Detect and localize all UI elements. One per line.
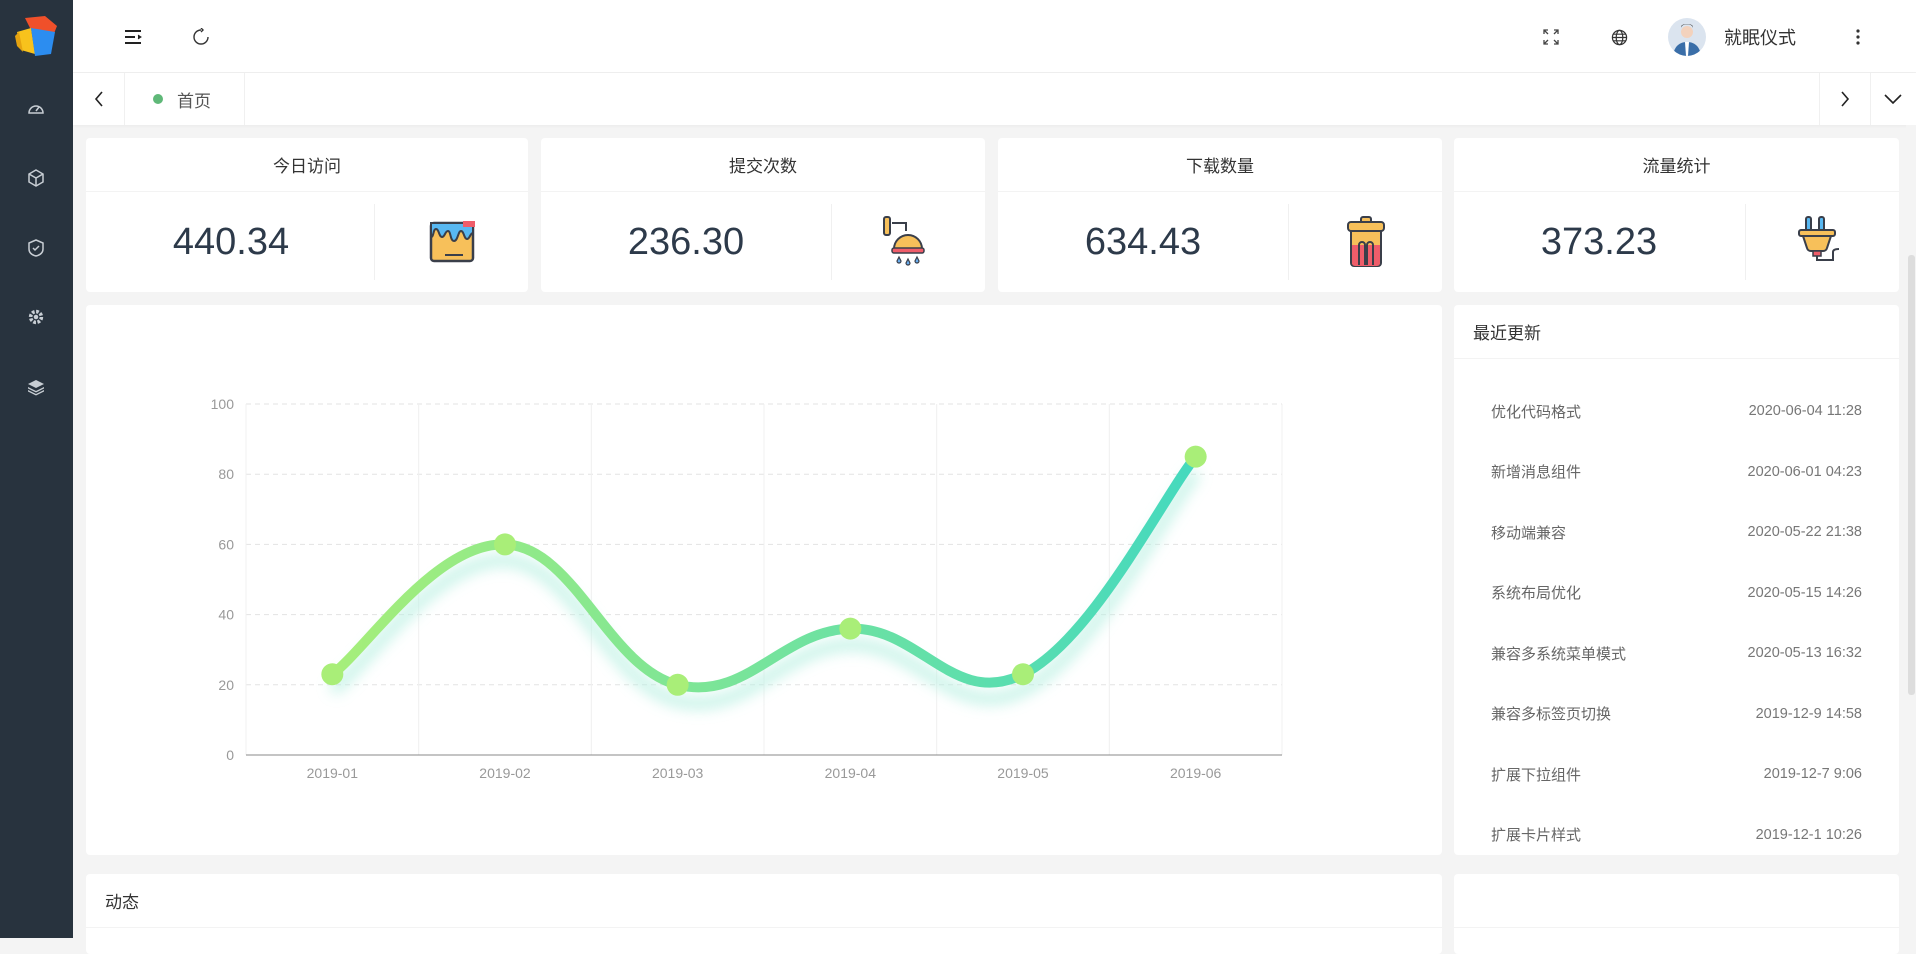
- page-scrollbar[interactable]: [1906, 125, 1916, 938]
- data-point: [321, 663, 344, 686]
- activity-card: 动态: [86, 874, 1442, 954]
- recent-item-time: 2020-05-13 16:32: [1747, 645, 1863, 662]
- series-line: [327, 451, 1201, 693]
- shower-icon: [831, 204, 985, 280]
- recent-list: 优化代码格式 2020-06-04 11:28 新增消息组件 2020-06-01 0…: [1454, 359, 1899, 865]
- tab-scroll-left-button[interactable]: [73, 73, 125, 125]
- username[interactable]: 就眠仪式: [1724, 28, 1796, 48]
- stat-card-downloads: 下载数量 634.43: [998, 138, 1442, 292]
- recent-updates-card: 最近更新 优化代码格式 2020-06-04 11:28 新增消息组件 2020-06…: [1454, 305, 1899, 855]
- tab-bar: 首页: [73, 73, 1916, 125]
- avatar[interactable]: [1668, 18, 1706, 56]
- top-header: 就眠仪式: [73, 0, 1916, 73]
- recent-item-time: 2019-12-7 9:06: [1763, 766, 1862, 783]
- recent-item-text: 扩展卡片样式: [1491, 827, 1582, 845]
- x-tick-label: 2019-05: [997, 765, 1049, 781]
- data-point: [839, 617, 862, 640]
- data-point: [1184, 445, 1207, 468]
- tab-menu-dropdown-button[interactable]: [1867, 73, 1916, 125]
- recent-item-text: 扩展下拉组件: [1491, 766, 1582, 784]
- scrollbar-thumb[interactable]: [1908, 255, 1915, 695]
- plug-icon: [1745, 204, 1899, 280]
- data-point: [666, 673, 689, 696]
- recent-item[interactable]: 系统布局优化 2020-05-15 14:26: [1491, 563, 1862, 624]
- x-tick-label: 2019-04: [825, 765, 877, 781]
- refresh-icon[interactable]: [188, 24, 214, 50]
- tab-label: 首页: [177, 91, 211, 111]
- cube-icon[interactable]: [22, 164, 50, 192]
- gear-icon[interactable]: [22, 303, 50, 331]
- series-line-shadow: [328, 468, 1201, 710]
- stat-value: 440.34: [172, 220, 290, 263]
- recent-item-text: 系统布局优化: [1491, 585, 1582, 603]
- stat-value: 236.30: [627, 220, 745, 263]
- shield-check-icon[interactable]: [22, 234, 50, 262]
- data-point: [494, 533, 516, 556]
- globe-icon[interactable]: [1606, 24, 1632, 50]
- x-tick-label: 2019-06: [1170, 765, 1222, 781]
- recent-item-text: 兼容多标签页切换: [1491, 706, 1612, 724]
- line-chart: 0 20 40 60 80 100 2019-01 2019-02 2019-03 2019-04…: [211, 396, 1283, 781]
- stat-title: 提交次数: [541, 138, 985, 192]
- layers-icon[interactable]: [22, 373, 50, 401]
- fullscreen-icon[interactable]: [1538, 24, 1564, 50]
- x-tick-label: 2019-01: [307, 765, 359, 781]
- stat-title: 今日访问: [86, 138, 528, 192]
- y-tick-label: 100: [211, 396, 235, 412]
- app-logo: [15, 16, 57, 56]
- recent-item-text: 新增消息组件: [1491, 464, 1582, 482]
- side-bottom-card: [1454, 874, 1899, 954]
- recent-item-time: 2019-12-9 14:58: [1755, 705, 1862, 722]
- recent-item-time: 2020-06-01 04:23: [1747, 463, 1863, 480]
- recent-item-time: 2020-05-15 14:26: [1747, 584, 1863, 601]
- y-tick-label: 60: [218, 536, 234, 552]
- stat-title: 流量统计: [1454, 138, 1899, 192]
- recent-item[interactable]: 移动端兼容 2020-05-22 21:38: [1491, 502, 1862, 563]
- recent-item[interactable]: 扩展卡片样式 2019-12-1 10:26: [1491, 805, 1862, 866]
- tab-home[interactable]: 首页: [125, 73, 245, 125]
- recent-item[interactable]: 优化代码格式 2020-06-04 11:28: [1491, 381, 1862, 442]
- y-tick-label: 0: [226, 747, 234, 763]
- recent-item-time: 2019-12-1 10:26: [1755, 826, 1862, 843]
- paint-bucket-icon: [374, 204, 528, 280]
- data-point: [1012, 663, 1034, 686]
- sidebar: [0, 0, 73, 938]
- x-tick-label: 2019-03: [652, 765, 704, 781]
- y-tick-label: 20: [218, 677, 234, 693]
- recent-item-time: 2020-06-04 11:28: [1748, 403, 1862, 420]
- activity-title: 动态: [86, 874, 1442, 928]
- dashboard-icon[interactable]: [22, 94, 50, 122]
- recent-item[interactable]: 扩展下拉组件 2019-12-7 9:06: [1491, 744, 1862, 805]
- stat-card-visits: 今日访问 440.34: [86, 138, 528, 292]
- y-tick-label: 40: [218, 607, 234, 623]
- recent-item-text: 移动端兼容: [1491, 524, 1567, 542]
- menu-collapse-icon[interactable]: [120, 24, 146, 50]
- recent-item[interactable]: 兼容多系统菜单模式 2020-05-13 16:32: [1491, 623, 1862, 684]
- stat-value: 634.43: [1084, 220, 1202, 263]
- stat-value: 373.23: [1540, 220, 1658, 263]
- side-bottom-card-header: [1454, 874, 1899, 928]
- recent-item[interactable]: 兼容多标签页切换 2019-12-9 14:58: [1491, 684, 1862, 745]
- active-dot-icon: [153, 94, 163, 104]
- x-tick-label: 2019-02: [479, 765, 531, 781]
- y-tick-label: 80: [218, 466, 234, 482]
- recent-item-text: 优化代码格式: [1491, 403, 1582, 421]
- recent-item-time: 2020-05-22 21:38: [1747, 524, 1863, 541]
- recent-item[interactable]: 新增消息组件 2020-06-01 04:23: [1491, 442, 1862, 503]
- chart-card: 0 20 40 60 80 100 2019-01 2019-02 2019-03 2019-04…: [86, 305, 1442, 855]
- stat-card-traffic: 流量统计 373.23: [1454, 138, 1899, 292]
- more-vertical-icon[interactable]: [1845, 24, 1871, 50]
- trash-can-icon: [1288, 204, 1442, 280]
- recent-item-text: 兼容多系统菜单模式: [1491, 645, 1627, 663]
- tab-scroll-right-button[interactable]: [1819, 73, 1871, 125]
- stat-title: 下载数量: [998, 138, 1442, 192]
- recent-title: 最近更新: [1454, 305, 1899, 359]
- stat-card-submits: 提交次数 236.30: [541, 138, 985, 292]
